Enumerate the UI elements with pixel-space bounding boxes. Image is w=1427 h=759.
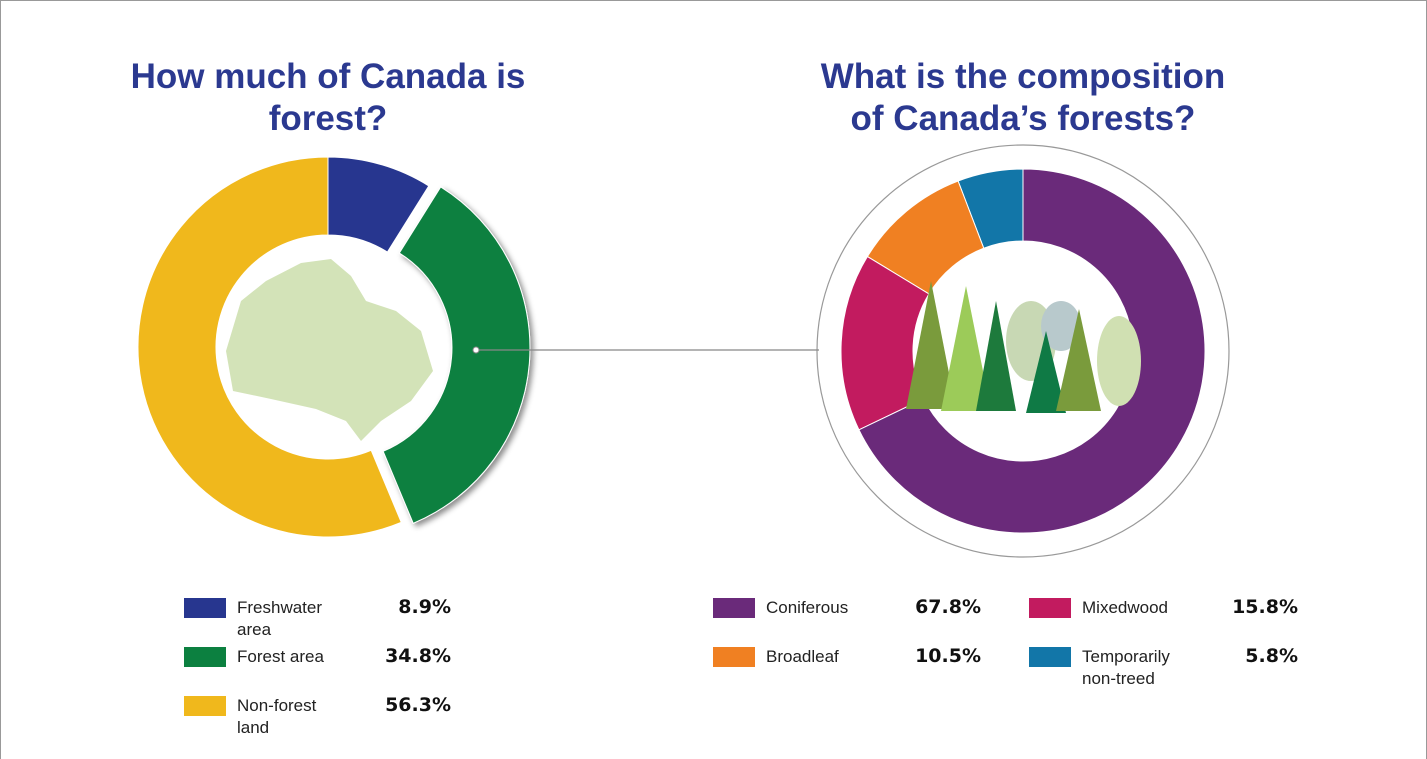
donut-segment — [382, 186, 531, 524]
canada-map — [226, 259, 433, 441]
legend-swatch — [1029, 647, 1071, 667]
connector-dot — [472, 346, 480, 354]
legend-label: Non-forest land — [237, 696, 317, 737]
donut-segment — [327, 156, 430, 253]
legend-swatch — [713, 598, 755, 618]
legend-label: Forest area — [237, 647, 324, 666]
legend-value: 34.8% — [385, 645, 451, 667]
legend-swatch — [184, 696, 226, 716]
legend-label: Broadleaf — [766, 647, 839, 666]
legend-value: 67.8% — [915, 596, 981, 618]
donut-segment — [866, 180, 985, 295]
legend-label: Temporarily non-treed — [1082, 647, 1170, 688]
chart-title: What is the composition of Canada’s fore… — [820, 57, 1226, 138]
legend-value: 5.8% — [1245, 645, 1298, 667]
legend-swatch — [1029, 598, 1071, 618]
legend-label: Coniferous — [766, 598, 849, 617]
legend-value: 56.3% — [385, 694, 451, 716]
legend-swatch — [184, 647, 226, 667]
legend-label: Freshwater area — [237, 598, 323, 639]
chart-title: How much of Canada is forest? — [130, 57, 526, 138]
outer-ring — [816, 144, 1230, 558]
trees-illustration — [906, 281, 1141, 413]
legend-value: 8.9% — [398, 596, 451, 618]
legend-swatch — [184, 598, 226, 618]
donut-segment — [840, 255, 930, 431]
legend-label: Mixedwood — [1082, 598, 1168, 617]
donut-segment — [137, 156, 402, 538]
legend-value: 15.8% — [1232, 596, 1298, 618]
legend-value: 10.5% — [915, 645, 981, 667]
legend-swatch — [713, 647, 755, 667]
